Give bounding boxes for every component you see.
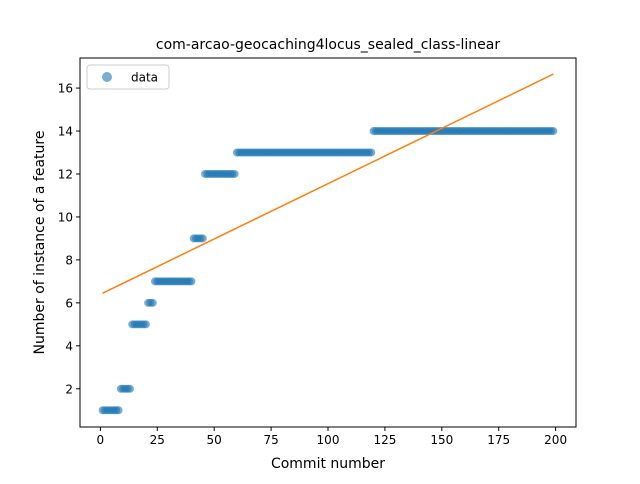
chart-title: com-arcao-geocaching4locus_sealed_class-… xyxy=(156,37,500,53)
y-axis-label: Number of instance of a feature xyxy=(32,131,48,355)
fit-line xyxy=(102,73,554,294)
x-tick-label: 200 xyxy=(544,433,567,447)
x-tick-label: 100 xyxy=(317,433,340,447)
data-point xyxy=(114,406,123,415)
y-tick-label: 10 xyxy=(58,210,73,224)
data-point xyxy=(125,384,134,393)
x-tick-label: 150 xyxy=(430,433,453,447)
y-tick-label: 6 xyxy=(65,296,73,310)
data-point xyxy=(367,148,376,157)
x-tick-label: 25 xyxy=(150,433,165,447)
plot-area xyxy=(98,73,558,415)
x-tick-label: 0 xyxy=(97,433,105,447)
x-tick-label: 125 xyxy=(373,433,396,447)
y-axis-ticks: 2 4 6 8 10 12 14 16 xyxy=(58,82,80,396)
x-tick-label: 175 xyxy=(487,433,510,447)
y-tick-label: 2 xyxy=(65,382,73,396)
data-point xyxy=(198,234,207,243)
data-point xyxy=(230,169,239,178)
x-axis-ticks: 0 25 50 75 100 125 150 175 200 xyxy=(97,427,567,447)
y-tick-label: 4 xyxy=(65,339,73,353)
y-tick-label: 14 xyxy=(58,125,73,139)
data-point xyxy=(187,277,196,286)
x-tick-label: 50 xyxy=(207,433,222,447)
x-tick-label: 75 xyxy=(263,433,278,447)
y-tick-label: 12 xyxy=(58,167,73,181)
data-point xyxy=(549,127,558,136)
data-point xyxy=(148,298,157,307)
y-tick-label: 16 xyxy=(58,82,73,96)
legend-label-data: data xyxy=(131,71,158,85)
y-tick-label: 8 xyxy=(65,253,73,267)
legend: data xyxy=(86,64,170,90)
data-point xyxy=(141,320,150,329)
legend-box xyxy=(86,64,170,90)
x-axis-label: Commit number xyxy=(271,456,385,472)
legend-marker-data xyxy=(102,72,112,82)
